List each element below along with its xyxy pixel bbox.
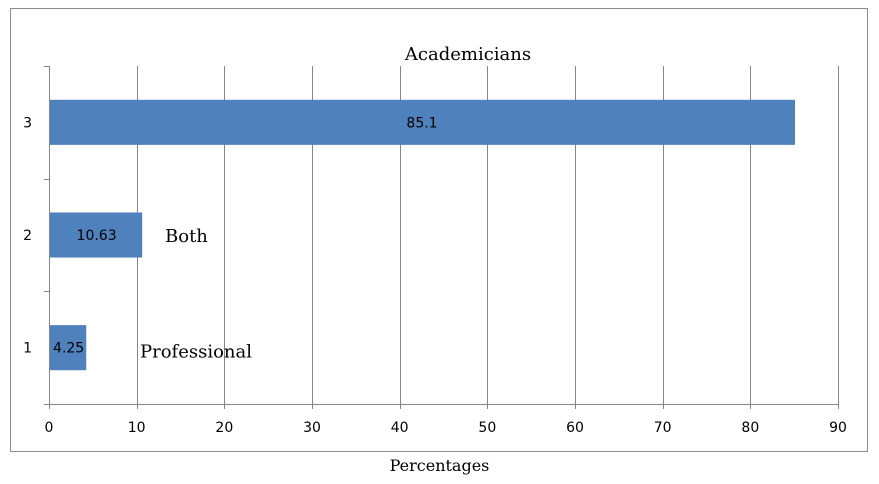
x-tick-label-30: 30 (303, 420, 321, 436)
x-tick-label-0: 0 (45, 420, 54, 436)
data-label-2: 10.63 (77, 228, 117, 244)
bar-1 (50, 325, 87, 371)
data-label-3: 85.1 (406, 115, 437, 131)
bar-3 (50, 99, 796, 145)
y-tick-label-1: 1 (23, 341, 32, 357)
x-tick-label-40: 40 (391, 420, 409, 436)
x-axis-title: Percentages (389, 456, 490, 475)
chart-frame (10, 8, 868, 452)
x-tick-label-50: 50 (478, 420, 496, 436)
annotation-2: Both (165, 226, 208, 247)
y-tick-label-3: 3 (23, 115, 32, 131)
annotation-1: Professional (140, 342, 252, 363)
x-tick-label-70: 70 (654, 420, 672, 436)
bar-2 (50, 212, 143, 258)
x-tick-label-80: 80 (741, 420, 759, 436)
data-label-1: 4.25 (53, 341, 84, 357)
x-tick-label-10: 10 (128, 420, 146, 436)
annotation-3: Academicians (404, 44, 531, 65)
y-tick-label-2: 2 (23, 228, 32, 244)
x-tick-label-60: 60 (566, 420, 584, 436)
x-tick-label-90: 90 (829, 420, 847, 436)
x-tick-label-20: 20 (215, 420, 233, 436)
